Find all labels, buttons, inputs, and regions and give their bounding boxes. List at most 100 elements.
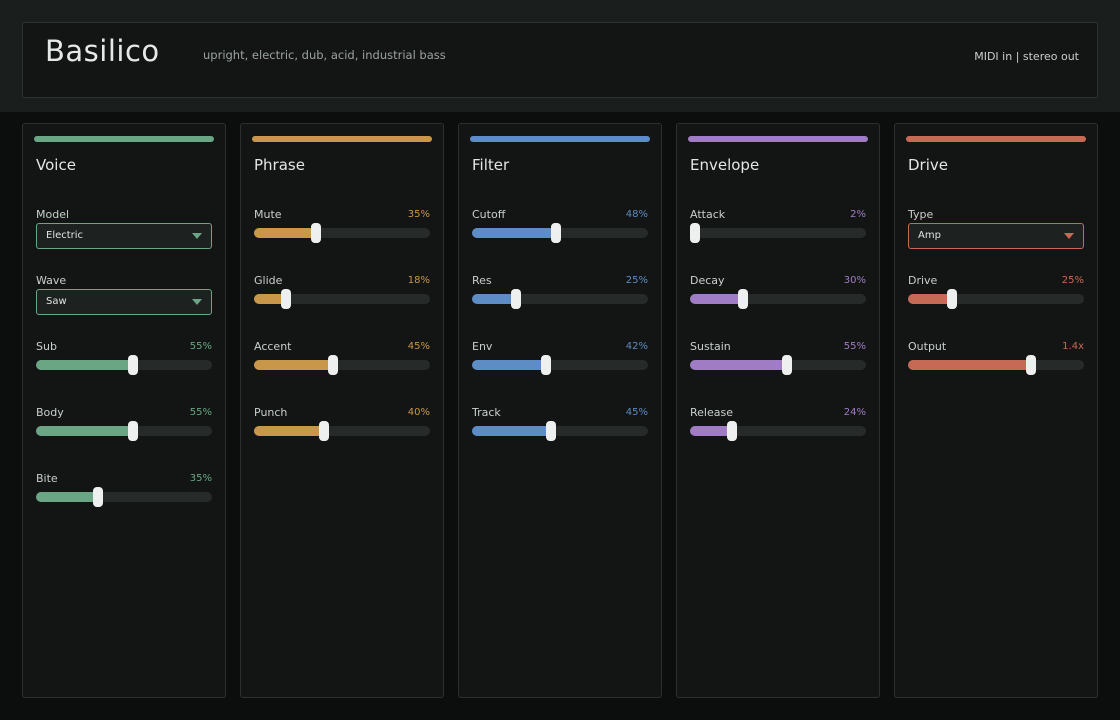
panel-accent-bar bbox=[34, 136, 214, 142]
drive-slider[interactable] bbox=[908, 289, 1084, 309]
sub-value: 55% bbox=[189, 341, 212, 352]
app-header: Basilico upright, electric, dub, acid, i… bbox=[22, 22, 1098, 98]
slider-fill bbox=[472, 294, 516, 304]
panel-accent-bar bbox=[470, 136, 650, 142]
accent-slider[interactable] bbox=[254, 355, 430, 375]
slider-fill bbox=[36, 426, 133, 436]
glide-label: Glide bbox=[254, 274, 283, 287]
drive-label: Drive bbox=[908, 274, 938, 287]
filter-cutoff-control: Cutoff 48% bbox=[472, 208, 648, 252]
slider-fill bbox=[908, 294, 952, 304]
slider-fill bbox=[36, 360, 133, 370]
bite-slider[interactable] bbox=[36, 487, 212, 507]
attack-value: 2% bbox=[850, 209, 866, 220]
slider-handle[interactable] bbox=[690, 223, 700, 243]
track-slider[interactable] bbox=[472, 421, 648, 441]
drive-value: 25% bbox=[1061, 275, 1084, 286]
voice-wave-control: Wave Saw bbox=[36, 274, 212, 318]
track-label: Track bbox=[472, 406, 501, 419]
sub-slider[interactable] bbox=[36, 355, 212, 375]
slider-handle[interactable] bbox=[546, 421, 556, 441]
chevron-down-icon bbox=[1064, 233, 1074, 239]
env-label: Env bbox=[472, 340, 493, 353]
type-selected-value: Amp bbox=[918, 230, 941, 241]
res-value: 25% bbox=[625, 275, 648, 286]
chevron-down-icon bbox=[192, 299, 202, 305]
punch-label: Punch bbox=[254, 406, 288, 419]
io-status: MIDI in | stereo out bbox=[974, 50, 1079, 63]
slider-fill bbox=[254, 228, 316, 238]
slider-handle[interactable] bbox=[93, 487, 103, 507]
env-slider[interactable] bbox=[472, 355, 648, 375]
mute-slider[interactable] bbox=[254, 223, 430, 243]
panel-title: Envelope bbox=[690, 156, 760, 174]
slider-handle[interactable] bbox=[1026, 355, 1036, 375]
mute-label: Mute bbox=[254, 208, 282, 221]
sub-label: Sub bbox=[36, 340, 57, 353]
punch-value: 40% bbox=[407, 407, 430, 418]
cutoff-label: Cutoff bbox=[472, 208, 506, 221]
slider-handle[interactable] bbox=[727, 421, 737, 441]
attack-slider[interactable] bbox=[690, 223, 866, 243]
slider-handle[interactable] bbox=[319, 421, 329, 441]
model-label: Model bbox=[36, 208, 70, 221]
body-value: 55% bbox=[189, 407, 212, 418]
drive-output-control: Output 1.4x bbox=[908, 340, 1084, 384]
slider-handle[interactable] bbox=[511, 289, 521, 309]
filter-track-control: Track 45% bbox=[472, 406, 648, 450]
slider-handle[interactable] bbox=[128, 355, 138, 375]
voice-model-control: Model Electric bbox=[36, 208, 212, 252]
slider-handle[interactable] bbox=[128, 421, 138, 441]
panel-envelope: Envelope Attack 2% Decay 30% Sustain 55% Releas… bbox=[676, 123, 880, 698]
accent-value: 45% bbox=[407, 341, 430, 352]
slider-handle[interactable] bbox=[738, 289, 748, 309]
panel-title: Filter bbox=[472, 156, 510, 174]
release-value: 24% bbox=[843, 407, 866, 418]
cutoff-slider[interactable] bbox=[472, 223, 648, 243]
panel-title: Voice bbox=[36, 156, 76, 174]
wave-select[interactable]: Saw bbox=[36, 289, 212, 315]
panel-accent-bar bbox=[906, 136, 1086, 142]
envelope-release-control: Release 24% bbox=[690, 406, 866, 450]
slider-fill bbox=[254, 360, 333, 370]
decay-slider[interactable] bbox=[690, 289, 866, 309]
slider-handle[interactable] bbox=[947, 289, 957, 309]
model-select[interactable]: Electric bbox=[36, 223, 212, 249]
res-slider[interactable] bbox=[472, 289, 648, 309]
output-value: 1.4x bbox=[1062, 341, 1084, 352]
type-select[interactable]: Amp bbox=[908, 223, 1084, 249]
slider-handle[interactable] bbox=[541, 355, 551, 375]
decay-value: 30% bbox=[843, 275, 866, 286]
cutoff-value: 48% bbox=[625, 209, 648, 220]
slider-handle[interactable] bbox=[328, 355, 338, 375]
body-slider[interactable] bbox=[36, 421, 212, 441]
attack-label: Attack bbox=[690, 208, 726, 221]
slider-fill bbox=[36, 492, 98, 502]
glide-slider[interactable] bbox=[254, 289, 430, 309]
panel-drive: Drive Type Amp Drive 25% Output 1.4x bbox=[894, 123, 1098, 698]
slider-handle[interactable] bbox=[281, 289, 291, 309]
punch-slider[interactable] bbox=[254, 421, 430, 441]
envelope-attack-control: Attack 2% bbox=[690, 208, 866, 252]
slider-handle[interactable] bbox=[551, 223, 561, 243]
drive-drive-control: Drive 25% bbox=[908, 274, 1084, 318]
release-slider[interactable] bbox=[690, 421, 866, 441]
model-selected-value: Electric bbox=[46, 230, 84, 241]
slider-handle[interactable] bbox=[782, 355, 792, 375]
type-label: Type bbox=[908, 208, 934, 221]
bite-label: Bite bbox=[36, 472, 58, 485]
output-label: Output bbox=[908, 340, 947, 353]
body-label: Body bbox=[36, 406, 64, 419]
glide-value: 18% bbox=[407, 275, 430, 286]
slider-fill bbox=[472, 360, 546, 370]
chevron-down-icon bbox=[192, 233, 202, 239]
track-value: 45% bbox=[625, 407, 648, 418]
phrase-glide-control: Glide 18% bbox=[254, 274, 430, 318]
slider-handle[interactable] bbox=[311, 223, 321, 243]
phrase-accent-control: Accent 45% bbox=[254, 340, 430, 384]
wave-label: Wave bbox=[36, 274, 67, 287]
panel-title: Phrase bbox=[254, 156, 305, 174]
sustain-slider[interactable] bbox=[690, 355, 866, 375]
output-slider[interactable] bbox=[908, 355, 1084, 375]
phrase-mute-control: Mute 35% bbox=[254, 208, 430, 252]
